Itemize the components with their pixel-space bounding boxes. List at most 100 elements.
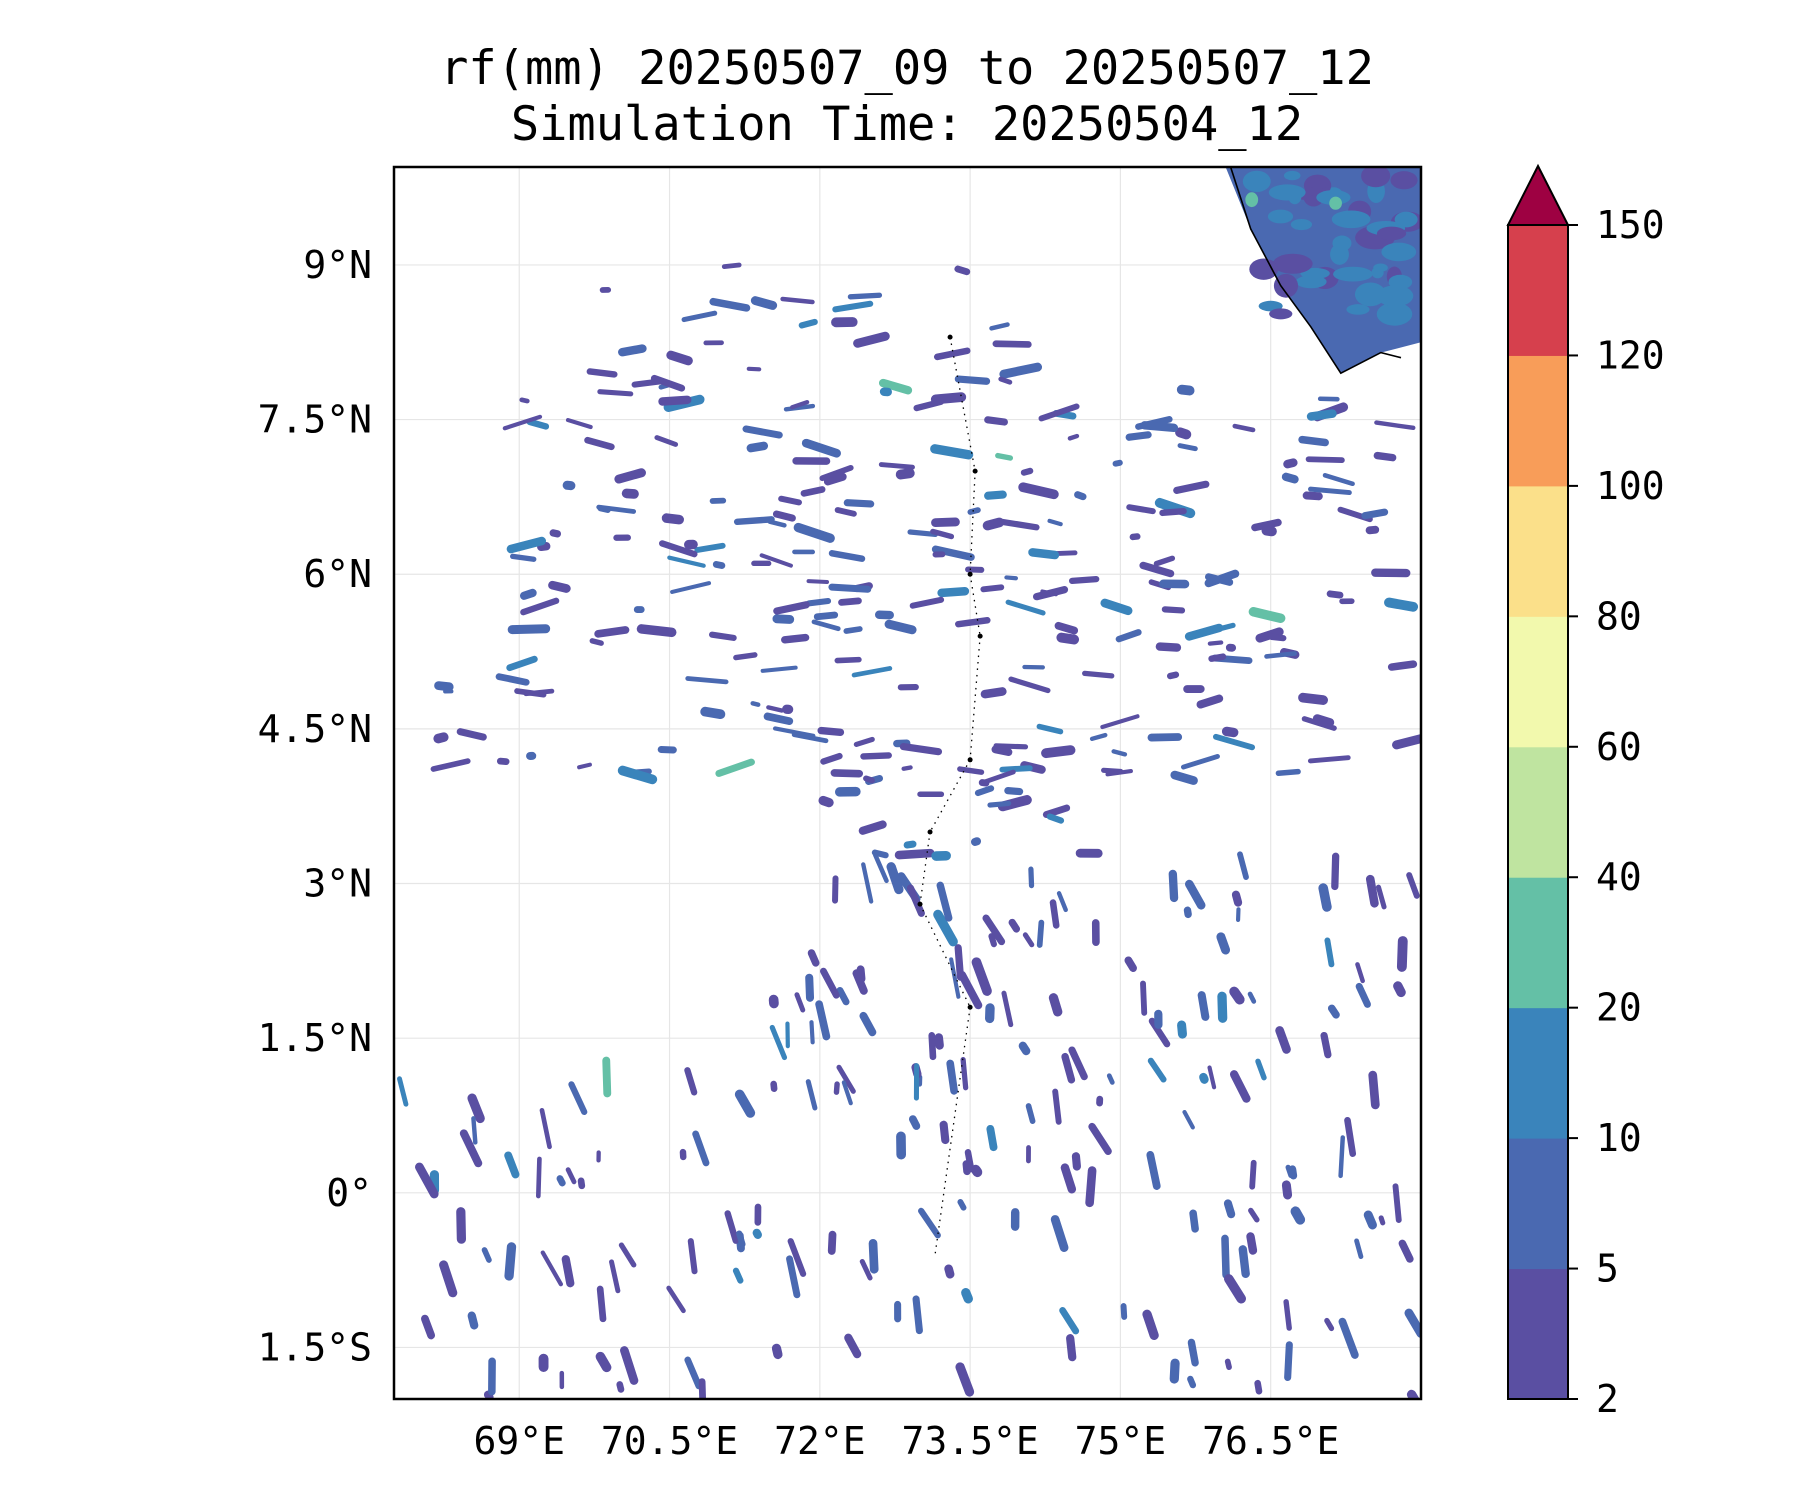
land-rain-cell xyxy=(1249,258,1279,280)
rain-cell xyxy=(609,1259,621,1294)
rain-cell xyxy=(992,340,1032,348)
rain-cell xyxy=(586,368,618,378)
x-tick-label: 70.5°E xyxy=(601,1419,738,1463)
colorbar-segment xyxy=(1508,355,1568,487)
rain-cell xyxy=(896,1131,907,1160)
rain-cell xyxy=(872,852,889,884)
land-rain-cell xyxy=(1361,167,1391,188)
island-marker xyxy=(972,468,978,474)
rain-cell xyxy=(732,1267,744,1284)
rain-cell xyxy=(805,973,815,1002)
rain-cell xyxy=(577,1177,586,1190)
rain-cell xyxy=(847,292,883,300)
rain-cell xyxy=(504,1242,517,1281)
rain-cell xyxy=(813,611,839,621)
rain-cell xyxy=(1392,733,1421,750)
rain-cell xyxy=(1111,749,1128,757)
rain-cell xyxy=(1229,1070,1251,1103)
rain-cell xyxy=(863,775,875,784)
rain-cell xyxy=(1148,1017,1171,1048)
rain-cell xyxy=(495,673,530,686)
rain-cell xyxy=(1264,651,1297,659)
rain-cell xyxy=(1018,482,1059,500)
rain-cell xyxy=(618,344,647,357)
rain-cell xyxy=(1071,1152,1081,1171)
rain-cell xyxy=(861,862,874,904)
rain-cell xyxy=(1312,714,1335,727)
rain-cell xyxy=(955,1362,975,1397)
y-tick-label: 7.5°N xyxy=(258,398,372,442)
rain-cell xyxy=(907,529,939,538)
island-marker xyxy=(927,829,933,835)
rain-cell xyxy=(584,436,615,451)
rain-cell xyxy=(1124,956,1137,973)
land-rain-cell xyxy=(1354,282,1386,307)
colorbar-extend-arrow xyxy=(1506,163,1570,226)
rain-cell xyxy=(1281,1180,1293,1200)
colorbar-label: 60 xyxy=(1596,725,1642,769)
x-tick-label: 76.5°E xyxy=(1202,1419,1339,1463)
rain-cell xyxy=(733,516,775,526)
rain-cell xyxy=(1363,1210,1377,1230)
colorbar-segment xyxy=(1508,616,1568,748)
rain-cell xyxy=(1406,872,1420,899)
rain-cell xyxy=(502,414,543,431)
island-marker xyxy=(947,334,953,340)
rain-cell xyxy=(1212,733,1256,751)
rain-cell xyxy=(1378,1215,1386,1226)
rain-cell xyxy=(1208,653,1227,662)
rain-cell xyxy=(868,1239,879,1274)
rain-cell xyxy=(971,957,992,996)
x-tick-label: 75°E xyxy=(1075,1419,1167,1463)
rain-cell xyxy=(1041,745,1076,759)
rain-cell xyxy=(1255,1058,1267,1081)
rain-cell xyxy=(1175,427,1192,440)
rain-cell xyxy=(879,387,892,397)
rain-cell xyxy=(1355,982,1371,1008)
rain-cell xyxy=(1365,525,1380,535)
rain-cell xyxy=(621,488,639,499)
rain-cell xyxy=(1173,480,1210,494)
rain-cell xyxy=(1069,575,1100,584)
map-frame xyxy=(392,165,1423,1401)
rain-cell xyxy=(1283,458,1298,469)
land-rain-cell xyxy=(1273,273,1299,298)
land-rain-cell xyxy=(1346,304,1370,315)
rain-cell xyxy=(1392,1183,1402,1223)
rain-cell xyxy=(964,1149,975,1173)
rain-cell xyxy=(1008,918,1021,933)
rain-cell xyxy=(633,606,645,613)
rain-cell xyxy=(769,1024,788,1061)
rain-cell xyxy=(767,519,787,528)
rain-cell xyxy=(792,549,816,555)
rain-cell xyxy=(817,726,845,736)
rain-cell xyxy=(751,560,772,567)
rain-cell xyxy=(568,1081,588,1116)
rain-cell xyxy=(613,534,631,541)
rain-cell xyxy=(931,517,960,528)
rain-cell xyxy=(801,438,841,458)
rain-cell xyxy=(771,1343,783,1360)
rain-cell xyxy=(820,752,843,765)
rain-cell xyxy=(754,1203,762,1226)
colorbar-label: 120 xyxy=(1596,333,1665,377)
rain-cell xyxy=(599,287,612,293)
rain-cell xyxy=(1223,1274,1247,1304)
island-marker xyxy=(977,633,983,639)
rain-cell xyxy=(1318,883,1332,912)
x-tick-label: 73.5°E xyxy=(901,1419,1038,1463)
rain-cell xyxy=(980,584,1005,593)
rain-cell xyxy=(778,495,802,506)
rain-cell xyxy=(853,736,875,747)
rain-cell xyxy=(1371,568,1411,578)
rain-cell xyxy=(793,522,835,543)
rain-cell xyxy=(987,800,1012,808)
rain-cell xyxy=(834,786,861,797)
rain-cell xyxy=(1026,1145,1031,1164)
rain-cell xyxy=(834,656,862,664)
island-marker xyxy=(967,757,973,763)
rain-cell xyxy=(1159,507,1187,517)
rain-cell xyxy=(1004,575,1019,581)
rain-cell xyxy=(790,399,810,410)
rain-cell xyxy=(1224,1358,1232,1371)
